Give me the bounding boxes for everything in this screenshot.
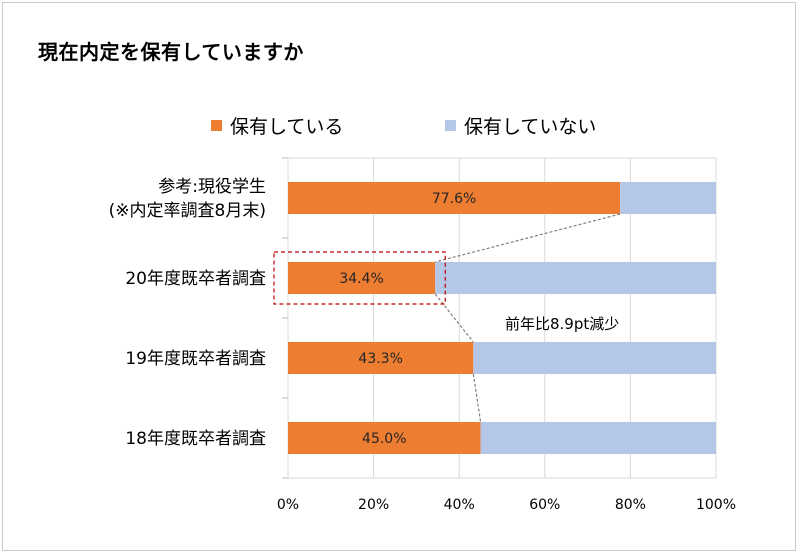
x-tick-label: 40% xyxy=(444,497,475,513)
bar-have xyxy=(288,262,436,294)
legend-label-not-have: 保有していない xyxy=(464,116,597,138)
bar-have xyxy=(288,422,481,454)
data-label-have: 45.0% xyxy=(362,431,406,447)
data-label-have: 43.3% xyxy=(358,351,402,367)
legend-swatch-have xyxy=(211,120,222,131)
annotation-decrease: 前年比8.9pt減少 xyxy=(505,315,620,333)
legend-item-not-have: 保有していない xyxy=(445,112,596,139)
category-label: 19年度既卒者調査 xyxy=(125,349,266,369)
data-label-have: 77.6% xyxy=(432,191,476,207)
bar-not-have xyxy=(473,342,716,374)
x-tick-label: 0% xyxy=(277,497,299,513)
series-connector-line xyxy=(472,373,482,423)
chart-title: 現在内定を保有していますか xyxy=(38,40,304,64)
series-connector-line xyxy=(434,293,474,343)
bar-not-have xyxy=(435,262,716,294)
bar-have xyxy=(288,182,621,214)
legend-swatch-not-have xyxy=(445,120,456,131)
series-connector-line xyxy=(435,213,621,263)
highlight-box xyxy=(273,251,446,305)
category-label: 20年度既卒者調査 xyxy=(125,269,266,289)
x-tick-label: 20% xyxy=(358,497,389,513)
category-label: 参考:現役学生 xyxy=(158,177,266,197)
category-label: (※内定率調査8月末) xyxy=(109,201,266,221)
category-label: 18年度既卒者調査 xyxy=(125,429,266,449)
x-tick-label: 100% xyxy=(696,497,736,513)
legend-label-have: 保有している xyxy=(230,116,344,138)
x-tick-label: 60% xyxy=(529,497,560,513)
bar-have xyxy=(288,342,474,374)
bar-not-have xyxy=(620,182,716,214)
x-tick-label: 80% xyxy=(615,497,646,513)
legend-item-have: 保有している xyxy=(211,112,343,139)
bar-not-have xyxy=(480,422,716,454)
data-label-have: 34.4% xyxy=(339,271,383,287)
